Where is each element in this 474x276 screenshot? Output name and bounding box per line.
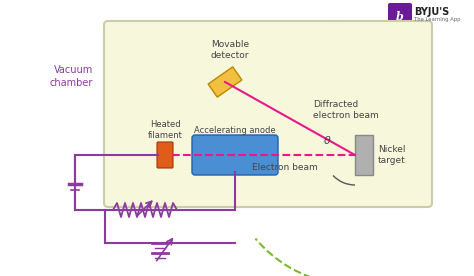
Text: Nickel
target: Nickel target bbox=[378, 145, 406, 165]
Polygon shape bbox=[208, 67, 242, 97]
Text: Accelerating anode: Accelerating anode bbox=[194, 126, 276, 135]
Text: Movable
detector: Movable detector bbox=[211, 40, 249, 60]
Text: BYJU'S: BYJU'S bbox=[414, 7, 449, 17]
FancyBboxPatch shape bbox=[104, 21, 432, 207]
FancyBboxPatch shape bbox=[355, 135, 373, 175]
Text: Vacuum
chamber: Vacuum chamber bbox=[50, 65, 93, 88]
FancyBboxPatch shape bbox=[192, 135, 278, 175]
Text: b: b bbox=[396, 10, 404, 22]
FancyBboxPatch shape bbox=[157, 142, 173, 168]
Text: The Learning App: The Learning App bbox=[414, 17, 461, 23]
Text: θ: θ bbox=[324, 136, 330, 146]
Text: Electron beam: Electron beam bbox=[252, 163, 318, 172]
FancyBboxPatch shape bbox=[388, 3, 412, 27]
Text: Heated
filament: Heated filament bbox=[147, 120, 182, 140]
Text: Diffracted
electron beam: Diffracted electron beam bbox=[313, 100, 379, 120]
